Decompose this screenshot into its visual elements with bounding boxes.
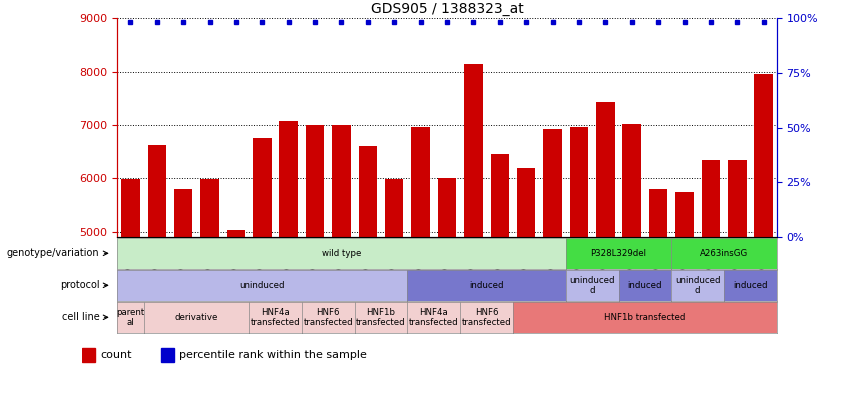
Text: count: count bbox=[101, 350, 132, 360]
Text: percentile rank within the sample: percentile rank within the sample bbox=[179, 350, 366, 360]
Bar bbox=[161, 348, 174, 362]
Bar bbox=[754, 74, 773, 405]
Bar bbox=[122, 179, 140, 405]
Bar bbox=[385, 179, 404, 405]
Text: derivative: derivative bbox=[174, 313, 218, 322]
Text: HNF6
transfected: HNF6 transfected bbox=[304, 308, 353, 327]
Text: parent
al: parent al bbox=[116, 308, 144, 327]
Bar bbox=[517, 168, 536, 405]
Text: genotype/variation: genotype/variation bbox=[7, 248, 99, 258]
Bar bbox=[437, 178, 457, 405]
Text: HNF1b
transfected: HNF1b transfected bbox=[356, 308, 406, 327]
Bar bbox=[543, 129, 562, 405]
Bar bbox=[332, 125, 351, 405]
Text: induced: induced bbox=[470, 281, 503, 290]
Bar bbox=[358, 146, 377, 405]
Text: induced: induced bbox=[628, 281, 662, 290]
Bar bbox=[490, 154, 509, 405]
Text: A263insGG: A263insGG bbox=[700, 249, 748, 258]
Bar bbox=[728, 160, 746, 405]
Text: uninduced
d: uninduced d bbox=[569, 276, 615, 295]
Bar bbox=[701, 160, 720, 405]
Bar bbox=[279, 121, 298, 405]
Bar bbox=[649, 190, 667, 405]
Bar bbox=[82, 348, 95, 362]
Text: uninduced: uninduced bbox=[240, 281, 285, 290]
Text: wild type: wild type bbox=[322, 249, 361, 258]
Bar bbox=[306, 126, 325, 405]
Bar bbox=[253, 138, 272, 405]
Bar bbox=[174, 190, 193, 405]
Text: HNF4a
transfected: HNF4a transfected bbox=[251, 308, 300, 327]
Text: cell line: cell line bbox=[62, 312, 99, 322]
Bar bbox=[464, 64, 483, 405]
Text: HNF6
transfected: HNF6 transfected bbox=[462, 308, 511, 327]
Bar bbox=[569, 127, 589, 405]
Bar bbox=[622, 124, 641, 405]
Text: uninduced
d: uninduced d bbox=[675, 276, 720, 295]
Bar bbox=[148, 145, 166, 405]
Text: GDS905 / 1388323_at: GDS905 / 1388323_at bbox=[371, 2, 523, 16]
Bar bbox=[675, 192, 694, 405]
Text: HNF4a
transfected: HNF4a transfected bbox=[409, 308, 458, 327]
Bar bbox=[411, 127, 430, 405]
Text: HNF1b transfected: HNF1b transfected bbox=[604, 313, 686, 322]
Text: induced: induced bbox=[733, 281, 767, 290]
Bar bbox=[596, 102, 615, 405]
Bar bbox=[227, 230, 245, 405]
Text: protocol: protocol bbox=[60, 280, 99, 290]
Bar bbox=[201, 179, 219, 405]
Text: P328L329del: P328L329del bbox=[590, 249, 647, 258]
